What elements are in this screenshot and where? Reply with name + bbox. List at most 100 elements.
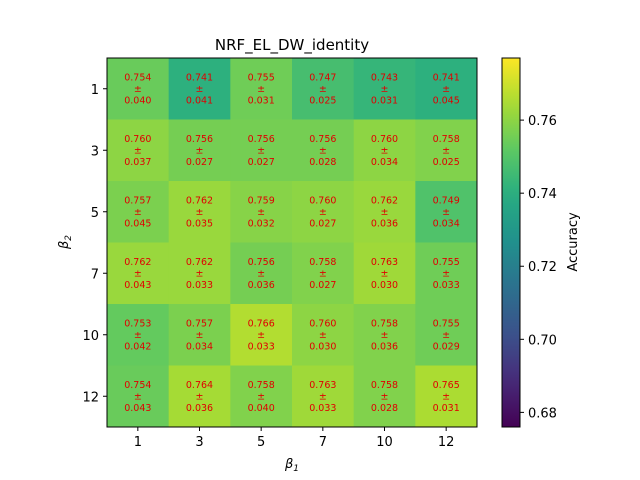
cell-std-label: 0.028 [309, 157, 336, 168]
heatmap-cell [230, 365, 293, 428]
heatmap-cell [415, 119, 478, 182]
cell-pm-label: ± [257, 330, 265, 341]
cell-pm-label: ± [134, 330, 142, 341]
heatmap-cell [168, 304, 231, 366]
heatmap-cell [292, 365, 355, 428]
heatmap-cell [107, 58, 170, 120]
x-tick-label: 12 [438, 435, 455, 450]
cell-mean-label: 0.756 [186, 134, 213, 145]
colorbar-ticks: 0.68 0.70 0.72 0.74 0.76 [520, 114, 557, 421]
colorbar-tick-label: 0.76 [528, 114, 557, 129]
cell-mean-label: 0.759 [248, 195, 275, 206]
cell-mean-label: 0.756 [248, 257, 275, 268]
y-tick-label: 5 [91, 206, 99, 221]
cell-std-label: 0.043 [124, 403, 151, 414]
heatmap-cell [353, 242, 416, 305]
heatmap-cell [292, 304, 355, 366]
y-tick-label: 3 [91, 144, 99, 159]
cell-std-label: 0.027 [248, 157, 275, 168]
cell-pm-label: ± [319, 84, 327, 95]
cell-mean-label: 0.741 [186, 72, 213, 83]
cell-pm-label: ± [134, 145, 142, 156]
cell-std-label: 0.031 [433, 403, 460, 414]
cell-mean-label: 0.755 [433, 257, 460, 268]
heatmap-cell [415, 181, 478, 243]
cell-pm-label: ± [381, 84, 389, 95]
cell-mean-label: 0.763 [309, 380, 336, 391]
cell-std-label: 0.028 [371, 403, 398, 414]
cell-std-label: 0.025 [433, 157, 460, 168]
cell-pm-label: ± [319, 330, 327, 341]
heatmap-cell [353, 58, 416, 120]
heatmap-cell [415, 242, 478, 305]
heatmap-cell [292, 181, 355, 243]
heatmap-cell [168, 365, 231, 428]
cell-std-label: 0.037 [124, 157, 151, 168]
heatmap-cell [107, 181, 170, 243]
y-axis-ticks: 1 3 5 7 10 12 [82, 83, 107, 405]
cell-mean-label: 0.747 [309, 72, 336, 83]
cell-mean-label: 0.760 [309, 318, 336, 329]
cell-pm-label: ± [381, 145, 389, 156]
cell-pm-label: ± [134, 391, 142, 402]
cell-mean-label: 0.760 [371, 134, 398, 145]
heatmap-cell [107, 119, 170, 182]
cell-mean-label: 0.758 [371, 318, 398, 329]
cell-pm-label: ± [196, 268, 204, 279]
cell-std-label: 0.034 [433, 218, 460, 229]
heatmap-cell [107, 365, 170, 428]
cell-pm-label: ± [381, 268, 389, 279]
cell-pm-label: ± [196, 145, 204, 156]
x-axis-ticks: 1 3 5 7 10 12 [134, 427, 455, 450]
cell-pm-label: ± [319, 145, 327, 156]
heatmap-cell [107, 304, 170, 366]
cell-std-label: 0.045 [433, 95, 460, 106]
cell-mean-label: 0.762 [371, 195, 398, 206]
heatmap-cell [168, 181, 231, 243]
cell-pm-label: ± [442, 330, 450, 341]
colorbar-tick-label: 0.74 [528, 187, 557, 202]
chart-title: NRF_EL_DW_identity [215, 36, 369, 55]
cell-mean-label: 0.755 [248, 72, 275, 83]
cell-mean-label: 0.753 [124, 318, 151, 329]
cell-std-label: 0.036 [371, 341, 398, 352]
cell-pm-label: ± [319, 268, 327, 279]
cell-std-label: 0.033 [433, 280, 460, 291]
cell-std-label: 0.034 [371, 157, 398, 168]
heatmap-cell [292, 242, 355, 305]
heatmap-cells [107, 58, 478, 428]
heatmap-cell [353, 304, 416, 366]
x-tick-label: 3 [195, 435, 203, 450]
cell-pm-label: ± [442, 268, 450, 279]
cell-std-label: 0.027 [309, 218, 336, 229]
heatmap-cell [353, 365, 416, 428]
heatmap-cell [230, 181, 293, 243]
cell-std-label: 0.031 [371, 95, 398, 106]
cell-std-label: 0.036 [371, 218, 398, 229]
cell-std-label: 0.031 [248, 95, 275, 106]
cell-std-label: 0.042 [124, 341, 151, 352]
cell-std-label: 0.036 [186, 403, 213, 414]
cell-mean-label: 0.762 [186, 195, 213, 206]
cell-std-label: 0.027 [309, 280, 336, 291]
cell-std-label: 0.032 [248, 218, 275, 229]
cell-mean-label: 0.754 [124, 380, 151, 391]
heatmap-cell [230, 242, 293, 305]
cell-std-label: 0.030 [309, 341, 336, 352]
cell-std-label: 0.030 [371, 280, 398, 291]
heatmap-cell [230, 304, 293, 366]
heatmap-cell [292, 119, 355, 182]
cell-pm-label: ± [442, 145, 450, 156]
cell-std-label: 0.033 [248, 341, 275, 352]
heatmap-cell [415, 58, 478, 120]
heatmap-cell [353, 119, 416, 182]
cell-mean-label: 0.755 [433, 318, 460, 329]
cell-pm-label: ± [196, 84, 204, 95]
cell-mean-label: 0.758 [371, 380, 398, 391]
cell-pm-label: ± [257, 84, 265, 95]
heatmap-cell [107, 242, 170, 305]
x-tick-label: 7 [319, 435, 327, 450]
cell-mean-label: 0.762 [124, 257, 151, 268]
cell-std-label: 0.041 [186, 95, 213, 106]
